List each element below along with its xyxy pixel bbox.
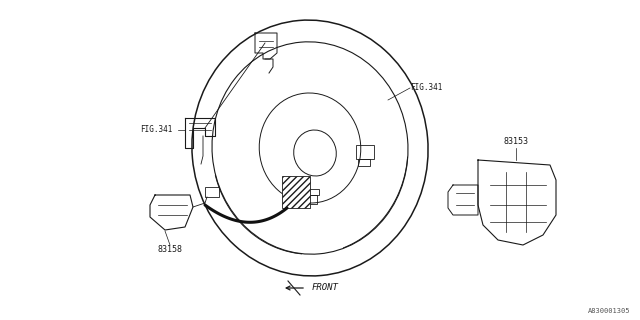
Bar: [303, 195, 317, 204]
Text: A830001305: A830001305: [588, 308, 630, 314]
Text: 83158: 83158: [157, 245, 182, 254]
Text: FRONT: FRONT: [312, 284, 339, 292]
Bar: [282, 176, 310, 208]
Bar: [356, 145, 374, 159]
Bar: [358, 159, 369, 166]
Bar: [309, 189, 319, 195]
Text: 83153: 83153: [504, 137, 529, 146]
Text: FIG.341: FIG.341: [140, 125, 172, 134]
Text: FIG.341: FIG.341: [410, 84, 442, 92]
Bar: [205, 187, 219, 197]
